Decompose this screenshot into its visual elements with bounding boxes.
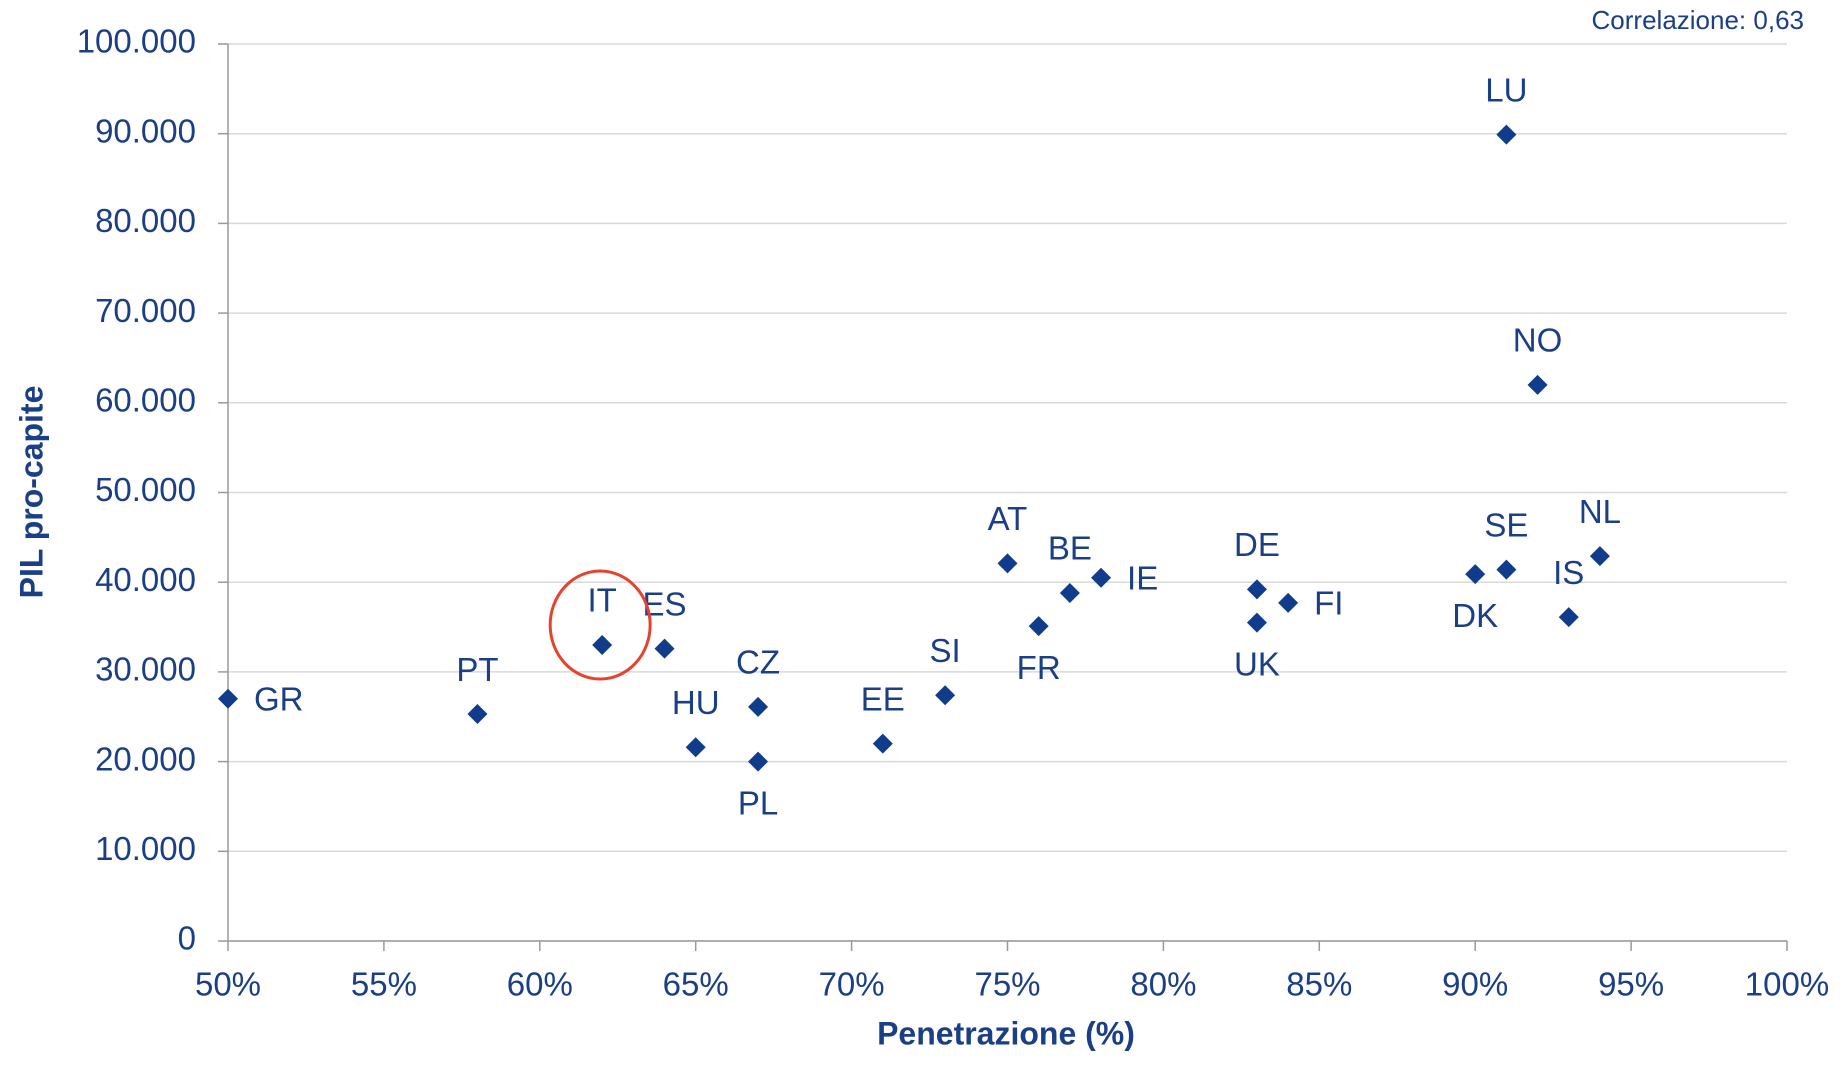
- y-tick-label: 20.000: [95, 740, 196, 777]
- point: [654, 638, 675, 659]
- point-label: SE: [1484, 506, 1528, 543]
- x-axis-title: Penetrazione (%): [877, 1015, 1135, 1051]
- point: [467, 704, 488, 725]
- point-label: NL: [1579, 493, 1621, 530]
- point-label: FI: [1314, 585, 1343, 622]
- x-tick-label: 50%: [195, 966, 261, 1003]
- x-tick-label: 75%: [974, 966, 1040, 1003]
- point-label: AT: [988, 500, 1028, 537]
- point-label: NO: [1513, 322, 1563, 359]
- point: [748, 751, 769, 772]
- point-label: IS: [1553, 554, 1584, 591]
- point: [1558, 607, 1579, 628]
- y-tick-label: 60.000: [95, 382, 196, 419]
- point-label: DK: [1452, 597, 1498, 634]
- point: [997, 553, 1018, 574]
- point: [685, 737, 706, 758]
- point: [1496, 559, 1517, 580]
- point: [1527, 374, 1548, 395]
- point: [218, 688, 238, 709]
- point: [1028, 616, 1049, 637]
- point-label: FR: [1017, 649, 1061, 686]
- y-tick-label: 70.000: [95, 292, 196, 329]
- point-label: CZ: [736, 644, 780, 681]
- point: [1465, 564, 1486, 585]
- y-tick-label: 10.000: [95, 830, 196, 867]
- point-label: PT: [456, 651, 498, 688]
- point: [1059, 582, 1080, 603]
- point: [1496, 124, 1517, 145]
- point: [1246, 612, 1267, 633]
- point: [592, 634, 613, 655]
- x-tick-label: 90%: [1442, 966, 1508, 1003]
- point: [935, 685, 956, 706]
- point-label: PL: [738, 784, 778, 821]
- point-label: SI: [930, 632, 961, 669]
- point: [1589, 546, 1610, 567]
- point: [872, 733, 893, 754]
- x-tick-label: 70%: [819, 966, 885, 1003]
- annotation: Correlazione: 0,63: [1592, 5, 1804, 35]
- x-tick-label: 60%: [507, 966, 573, 1003]
- point: [1246, 579, 1267, 600]
- point-label: LU: [1485, 71, 1527, 108]
- y-axis-title: PIL pro-capite: [13, 386, 49, 599]
- y-tick-label: 100.000: [77, 23, 196, 60]
- x-tick-label: 95%: [1598, 966, 1664, 1003]
- point-label: BE: [1048, 530, 1092, 567]
- y-tick-label: 80.000: [95, 202, 196, 239]
- point: [1091, 567, 1112, 588]
- point-label: GR: [254, 681, 304, 718]
- x-tick-label: 85%: [1286, 966, 1352, 1003]
- point-label: EE: [861, 680, 905, 717]
- x-tick-label: 80%: [1130, 966, 1196, 1003]
- point-label: IE: [1127, 559, 1158, 596]
- x-tick-label: 65%: [663, 966, 729, 1003]
- point: [1278, 592, 1299, 613]
- point-label: UK: [1234, 645, 1280, 682]
- x-tick-label: 100%: [1745, 966, 1829, 1003]
- point: [748, 696, 769, 717]
- point-label: HU: [672, 684, 720, 721]
- y-tick-label: 30.000: [95, 651, 196, 688]
- y-tick-label: 90.000: [95, 112, 196, 149]
- y-tick-label: 50.000: [95, 471, 196, 508]
- y-tick-label: 40.000: [95, 561, 196, 598]
- x-tick-label: 55%: [351, 966, 417, 1003]
- highlight-circle: [548, 569, 652, 681]
- point-label: IT: [587, 582, 616, 619]
- y-tick-label: 0: [178, 920, 196, 957]
- point-label: DE: [1234, 526, 1280, 563]
